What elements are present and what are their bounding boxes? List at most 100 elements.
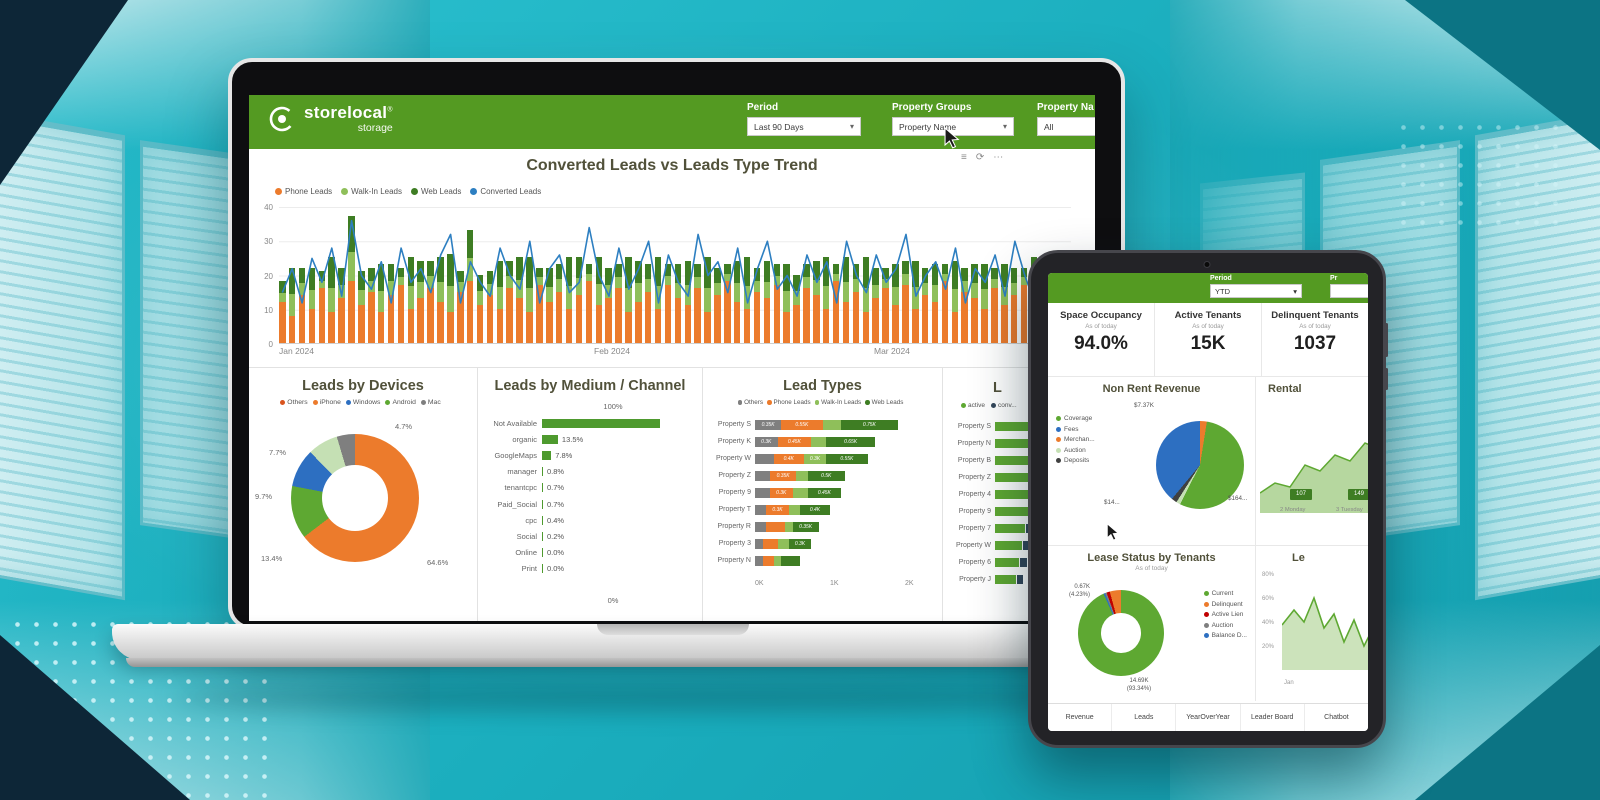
legend-item: Windows [345,399,380,406]
trend-bar [368,267,375,343]
period-dropdown[interactable]: Last 90 Days ▾ [747,117,861,136]
trend-bar [427,260,434,343]
medium-row: Paid_Social 0.7% [497,499,565,509]
trend-bar [526,257,533,343]
partial-dropdown[interactable] [1330,284,1368,298]
panel-title: Leads by Devices [302,378,424,394]
trend-bar [457,271,464,343]
trend-bar [635,260,642,343]
legend-item: Walk-In Leads [814,399,861,406]
storelocal-logo-icon [269,106,295,132]
medium-bar-rows: Not Available organic 13.5% GoogleMaps 7.8% m… [478,415,698,577]
legend-dot [1056,458,1061,463]
filter-label: Pr [1330,275,1338,282]
legend-dot [1056,447,1061,453]
legend-item: Others [280,399,308,406]
trend-bar [664,264,672,343]
donut-data-label: 4.7% [395,422,413,431]
lead-types-row: Property R 0.35K [703,518,942,535]
trend-bar [546,267,553,343]
trend-bar [832,264,840,343]
trend-bar [852,264,860,343]
tab-leads[interactable]: Leads [1112,704,1177,731]
trend-bar [803,264,810,343]
lead-types-legend: Others Phone Leads Walk-In Leads Web Leads [703,399,942,406]
tablet-mockup: Period YTD ▾ Pr Space Occupancy As of toda… [1028,250,1388,748]
legend-dot [385,400,391,405]
trend-bar [298,267,306,343]
trend-bar [1010,267,1018,343]
filter-label: Property Na [1037,102,1094,113]
tablet-header: Period YTD ▾ Pr [1048,273,1368,303]
donut-data-label: 7.7% [269,448,287,457]
legend-dot [865,400,870,405]
trend-bar [733,260,741,343]
trend-bar [575,257,583,343]
trend-bar [951,260,959,343]
trend-bar [318,271,326,343]
legend-item: Web Leads [865,399,903,406]
legend-dot [814,400,820,405]
legend-dot [961,403,966,408]
trend-bars [279,207,1071,343]
trend-bar [892,264,899,343]
trend-bar [783,264,790,343]
kpi-row: Space Occupancy As of today 94.0% Active Te… [1048,303,1368,377]
refresh-icon[interactable]: ⟳ [975,152,985,163]
donut-data-label: 14.69K (93.34%) [1126,678,1152,692]
trend-bar [822,257,830,343]
x-axis-label: 3 Tuesday [1336,507,1363,513]
chevron-down-icon: ▾ [849,122,854,131]
tab-chatbot[interactable]: Chatbot [1324,714,1349,721]
property-name-dropdown[interactable]: All▾ [1037,117,1095,136]
trend-bar [308,267,316,343]
more-options-icon[interactable]: ⋯ [993,152,1004,163]
pie-data-label: $164... [1228,495,1248,502]
trend-bar [506,260,513,343]
trend-chart-title: Converted Leads vs Leads Type Trend [526,157,818,174]
lead-types-row: Property K 0.3K 0.45K 0.65K [703,433,942,450]
trend-bar [328,257,335,343]
trend-bar [902,260,909,343]
partial-panel-row: Property 6 [943,554,1095,571]
legend-item: Merchan... [1056,436,1095,443]
medium-row: Online 0.0% [515,548,565,558]
filter-icon[interactable]: ≡ [961,152,967,163]
legend-item: Coverage [1056,415,1095,422]
legend-item: Android [385,399,416,406]
medium-row: cpc 0.4% [525,515,565,525]
legend-item: Delinquent [1203,601,1247,608]
trend-bar [743,257,751,343]
trend-bar [684,260,692,343]
chart-toolbar: ≡ ⟳ ⋯ [961,152,1003,163]
tab-leader-board[interactable]: Leader Board [1241,704,1305,731]
trend-bar [595,257,602,343]
panel-title: L [993,380,1002,396]
filter-label: Period [747,102,779,113]
panel-lead-types: Lead Types Others Phone Leads Walk-In Lead… [702,368,942,621]
panel-title: Lead Types [783,378,862,394]
lead-types-row: Property S 0.35K 0.55K 0.75K [703,416,942,433]
legend-item: Phone Leads [275,187,332,196]
trend-bar [961,267,968,343]
tab-yearoveryear[interactable]: YearOverYear [1176,704,1241,731]
trend-y-axis: 40 30 20 10 0 [264,203,273,349]
legend-dot [420,400,426,405]
chevron-down-icon: ▾ [1002,122,1007,131]
legend-item: active [961,402,985,409]
panel-title: Le [1292,552,1305,564]
medium-row: GoogleMaps 7.8% [494,450,573,460]
trend-bar [476,274,484,343]
rental-value-chip: 107 [1290,489,1312,500]
trend-chart: 40 30 20 10 0 Jan 2024 Feb 2024 Mar 2024 [249,95,1095,365]
kpi-card: Space Occupancy As of today 94.0% [1048,303,1155,376]
legend-dot [990,403,996,408]
period-dropdown[interactable]: YTD ▾ [1210,284,1302,298]
panel-leads-by-medium: Leads by Medium / Channel 100% Not Avail… [477,368,702,621]
lead-types-row: Property N [703,552,942,569]
trend-bar [387,264,395,343]
trend-bar [704,257,711,343]
tab-revenue[interactable]: Revenue [1048,704,1113,731]
legend-dot [411,188,418,195]
trend-bar [447,253,454,343]
